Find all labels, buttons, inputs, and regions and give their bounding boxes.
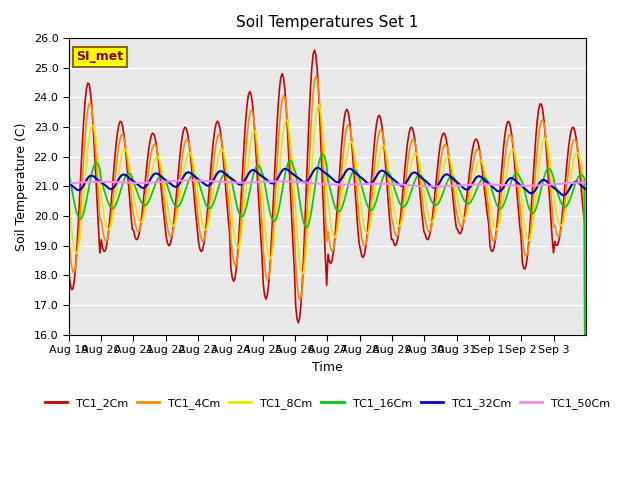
TC1_2Cm <box>332 220 340 226</box>
TC1_4Cm <box>99 227 106 233</box>
X-axis label: Time: Time <box>312 360 343 374</box>
TC1_2Cm <box>310 47 318 53</box>
Line: TC1_32Cm: TC1_32Cm <box>69 168 586 195</box>
TC1_32Cm <box>83 178 90 183</box>
TC1_16Cm <box>512 170 520 176</box>
TC1_16Cm <box>319 151 326 157</box>
TC1_4Cm <box>65 235 73 241</box>
TC1_8Cm <box>579 172 587 178</box>
TC1_50Cm <box>99 179 106 185</box>
TC1_32Cm <box>65 180 73 186</box>
TC1_32Cm <box>435 181 443 187</box>
Line: TC1_8Cm: TC1_8Cm <box>69 105 586 480</box>
TC1_50Cm <box>65 180 73 186</box>
TC1_4Cm <box>332 231 340 237</box>
Legend: TC1_2Cm, TC1_4Cm, TC1_8Cm, TC1_16Cm, TC1_32Cm, TC1_50Cm: TC1_2Cm, TC1_4Cm, TC1_8Cm, TC1_16Cm, TC1… <box>40 394 614 413</box>
Line: TC1_2Cm: TC1_2Cm <box>69 50 586 480</box>
TC1_50Cm <box>429 183 437 189</box>
TC1_16Cm <box>435 200 443 205</box>
TC1_2Cm <box>99 245 106 251</box>
TC1_32Cm <box>559 192 567 198</box>
TC1_8Cm <box>435 193 443 199</box>
TC1_8Cm <box>315 102 323 108</box>
TC1_8Cm <box>512 154 520 159</box>
TC1_8Cm <box>83 162 90 168</box>
TC1_50Cm <box>83 179 90 185</box>
TC1_16Cm <box>65 171 73 177</box>
TC1_50Cm <box>332 182 340 188</box>
TC1_4Cm <box>512 162 520 168</box>
Line: TC1_16Cm: TC1_16Cm <box>69 154 586 480</box>
TC1_16Cm <box>332 206 340 212</box>
Y-axis label: Soil Temperature (C): Soil Temperature (C) <box>15 122 28 251</box>
TC1_8Cm <box>332 233 340 239</box>
TC1_2Cm <box>435 153 443 159</box>
TC1_32Cm <box>314 165 321 171</box>
TC1_16Cm <box>99 182 106 188</box>
TC1_8Cm <box>99 203 106 208</box>
TC1_32Cm <box>99 180 106 186</box>
TC1_32Cm <box>332 179 340 185</box>
TC1_16Cm <box>83 198 90 204</box>
TC1_50Cm <box>582 180 589 185</box>
TC1_4Cm <box>579 190 587 196</box>
TC1_4Cm <box>83 119 90 124</box>
TC1_50Cm <box>436 183 444 189</box>
TC1_2Cm <box>65 267 73 273</box>
Line: TC1_50Cm: TC1_50Cm <box>69 180 586 186</box>
TC1_2Cm <box>579 207 587 213</box>
TC1_8Cm <box>65 194 73 200</box>
TC1_2Cm <box>83 86 90 92</box>
TC1_32Cm <box>582 187 589 192</box>
Text: SI_met: SI_met <box>77 50 124 63</box>
TC1_50Cm <box>580 180 588 185</box>
TC1_4Cm <box>435 172 443 178</box>
Line: TC1_4Cm: TC1_4Cm <box>69 76 586 480</box>
TC1_32Cm <box>512 178 520 184</box>
TC1_2Cm <box>512 174 520 180</box>
TC1_50Cm <box>513 183 521 189</box>
TC1_16Cm <box>579 173 587 179</box>
Title: Soil Temperatures Set 1: Soil Temperatures Set 1 <box>236 15 419 30</box>
TC1_4Cm <box>312 73 320 79</box>
TC1_32Cm <box>580 185 588 191</box>
TC1_50Cm <box>186 178 194 183</box>
